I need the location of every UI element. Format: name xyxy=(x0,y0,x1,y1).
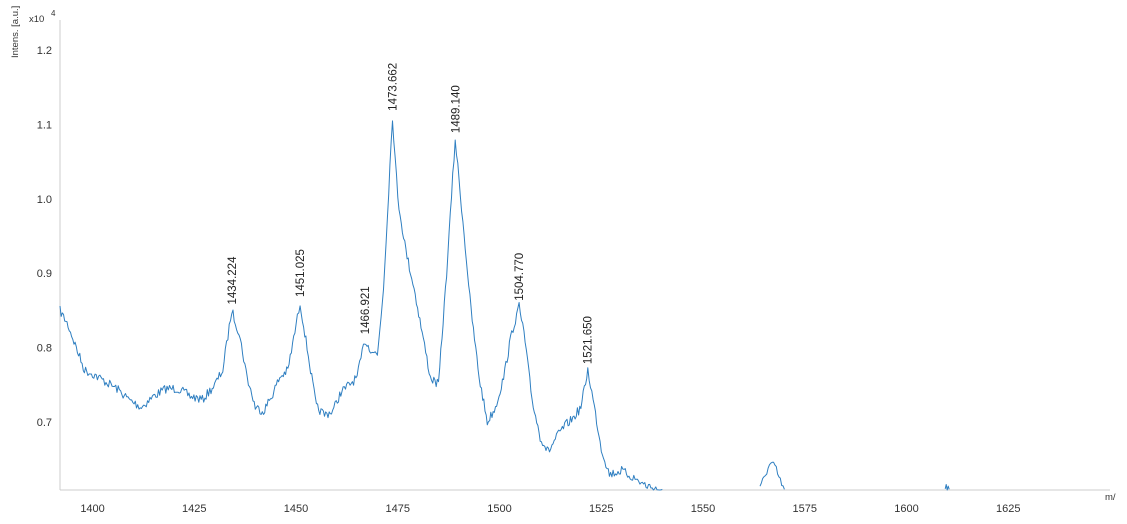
y-axis-title: Intens. [a.u.] xyxy=(10,6,21,58)
y-tick-label-2: 0.9 xyxy=(37,268,52,280)
peak-labels: 1434.224 1451.025 1466.921 1473.662 1489.140… xyxy=(227,63,595,364)
peak-label-5: 1504.770 xyxy=(514,253,526,301)
x-tick-label-8: 1600 xyxy=(894,503,918,515)
x-tick-label-5: 1525 xyxy=(589,503,613,515)
y-tick-label-0: 0.7 xyxy=(37,417,52,429)
peak-label-6: 1521.650 xyxy=(583,316,595,364)
y-axis-multiplier: x10 xyxy=(29,14,44,25)
x-tick-label-6: 1550 xyxy=(691,503,715,515)
plot-area: 1434.224 1451.025 1466.921 1473.662 1489.140… xyxy=(37,20,1110,515)
x-tick-label-3: 1475 xyxy=(386,503,410,515)
y-tick-labels: 0.7 0.8 0.9 1.0 1.1 1.2 xyxy=(37,45,52,429)
x-tick-label-9: 1625 xyxy=(996,503,1020,515)
y-tick-label-5: 1.2 xyxy=(37,45,52,57)
x-tick-labels: 1400 1425 1450 1475 1500 1525 1550 1575 1600 1625 xyxy=(80,503,1020,515)
peak-label-0: 1434.224 xyxy=(227,256,239,305)
x-axis-title: m/ xyxy=(1105,492,1116,503)
spectrum-series-group xyxy=(59,120,950,491)
y-tick-label-3: 1.0 xyxy=(37,194,52,206)
x-tick-label-7: 1575 xyxy=(793,503,817,515)
spectrum-line-2 xyxy=(944,484,950,491)
y-tick-label-1: 0.8 xyxy=(37,343,52,355)
y-tick-label-4: 1.1 xyxy=(37,119,52,131)
x-tick-label-1: 1425 xyxy=(182,503,206,515)
x-tick-label-2: 1450 xyxy=(284,503,308,515)
y-axis-exponent: 4 xyxy=(51,9,56,18)
peak-label-2: 1466.921 xyxy=(360,286,372,334)
x-tick-label-0: 1400 xyxy=(80,503,104,515)
spectrum-line-0 xyxy=(59,120,663,491)
peak-label-3: 1473.662 xyxy=(387,63,399,111)
spectrum-line-1 xyxy=(759,461,785,490)
peak-label-1: 1451.025 xyxy=(295,249,307,297)
x-tick-label-4: 1500 xyxy=(487,503,511,515)
peak-label-4: 1489.140 xyxy=(450,85,462,133)
